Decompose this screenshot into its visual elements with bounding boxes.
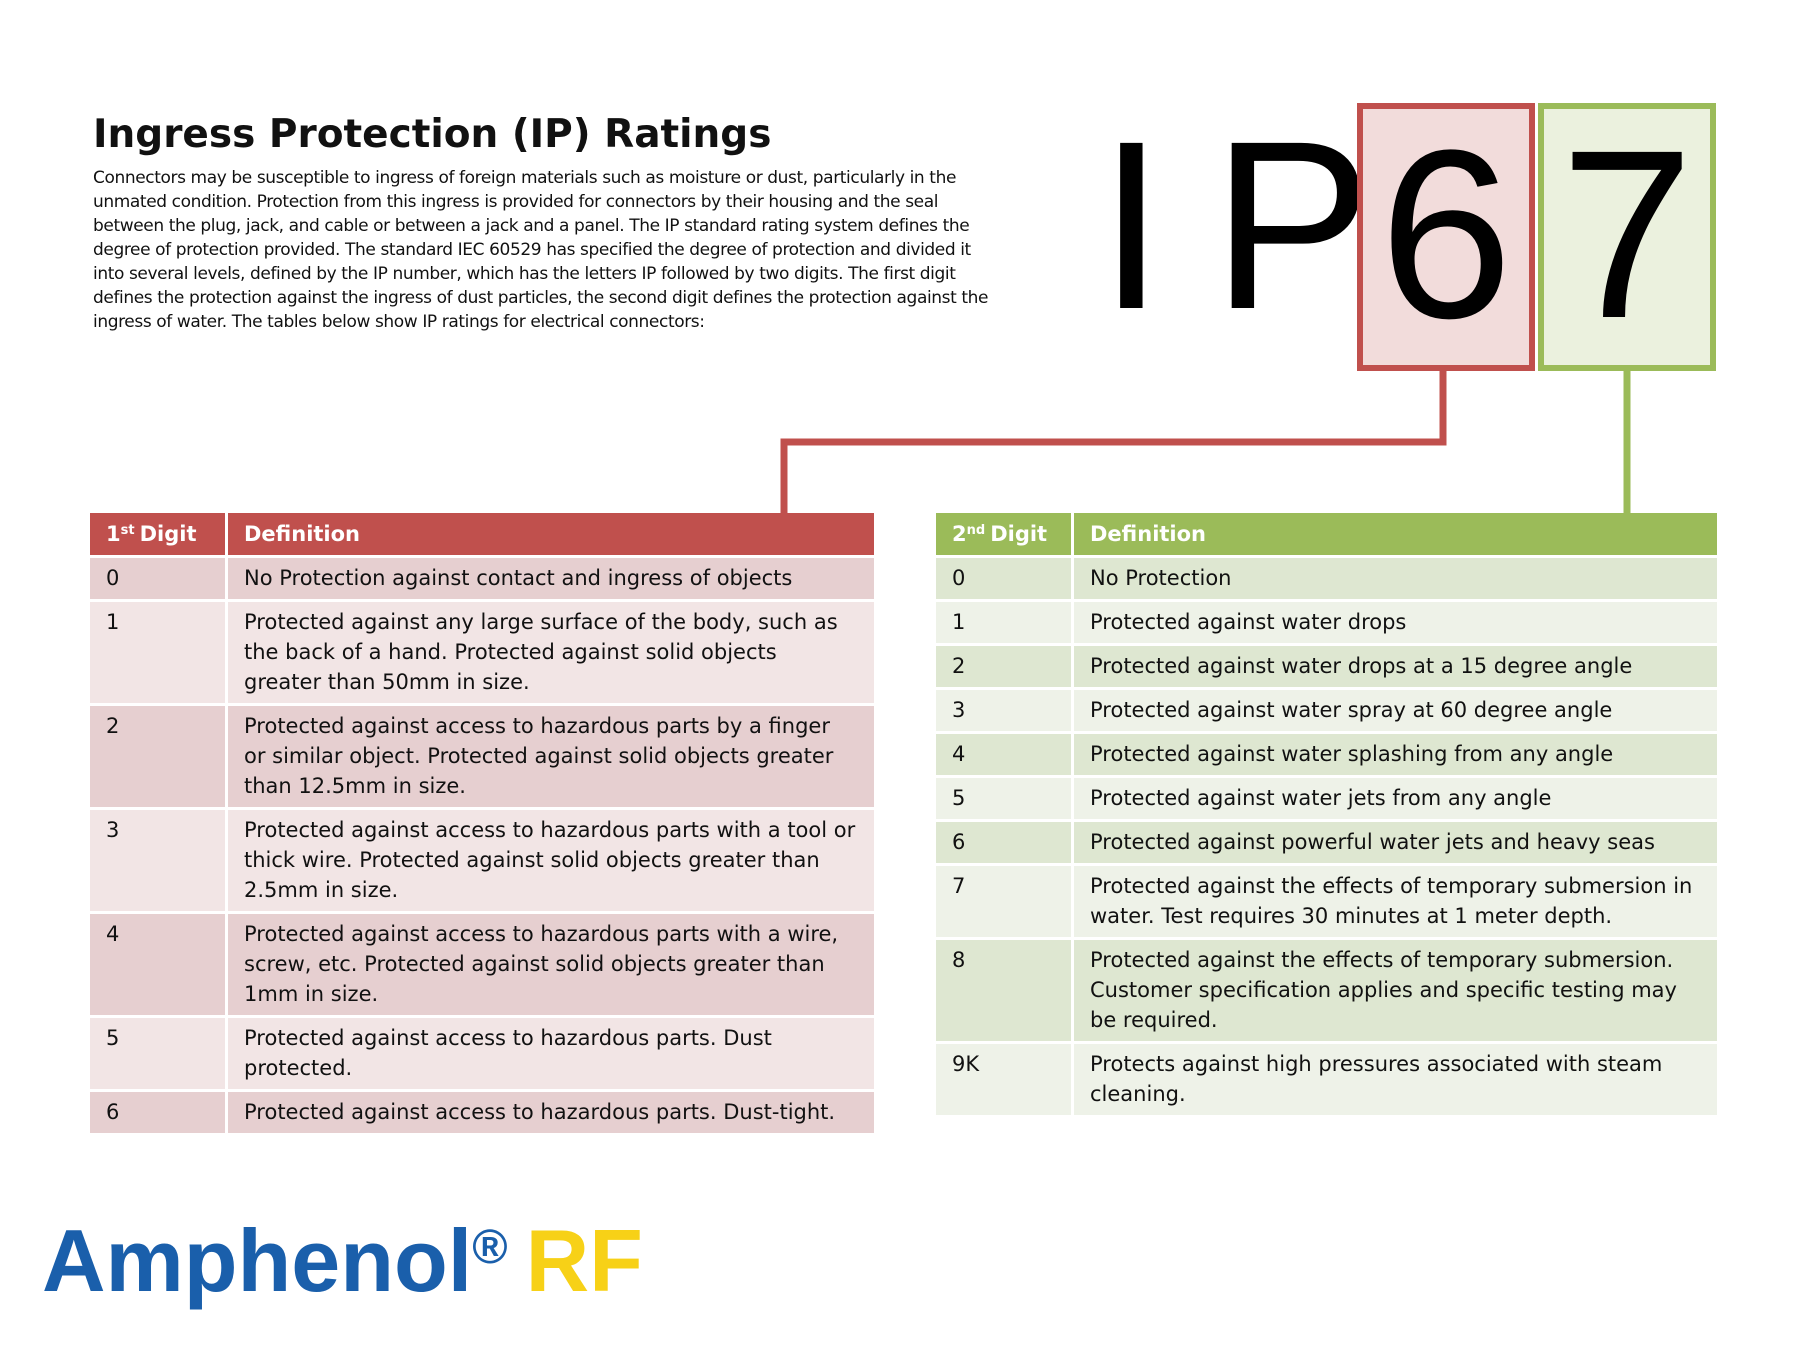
table-row: 6 Protected against access to hazardous p…	[90, 1092, 874, 1133]
table-row: 2 Protected against water drops at a 15 d…	[936, 646, 1717, 687]
table-row: 9K Protects against high pressures associ…	[936, 1044, 1717, 1115]
logo-mark: ®	[472, 1221, 508, 1274]
digit-cell: 9K	[936, 1044, 1071, 1115]
definition-cell: Protected against water jets from any an…	[1074, 778, 1717, 819]
definition-cell: No Protection	[1074, 558, 1717, 599]
table-row: 1 Protected against any large surface of …	[90, 602, 874, 703]
table-row: 4 Protected against water splashing from …	[936, 734, 1717, 775]
digit-cell: 1	[90, 602, 225, 703]
table-row: 5 Protected against water jets from any a…	[936, 778, 1717, 819]
digit-cell: 4	[936, 734, 1071, 775]
title: Ingress Protection (IP) Ratings	[93, 112, 772, 157]
digit-cell: 8	[936, 940, 1071, 1041]
table-row: 4 Protected against access to hazardous p…	[90, 914, 874, 1015]
table-row: 0 No Protection against contact and ingre…	[90, 558, 874, 599]
definition-cell: Protected against access to hazardous pa…	[228, 914, 874, 1015]
definition-cell: Protected against access to hazardous pa…	[228, 1092, 874, 1133]
header-cell: Definition	[228, 513, 874, 555]
digit-cell: 6	[90, 1092, 225, 1133]
definition-cell: No Protection against contact and ingres…	[228, 558, 874, 599]
definition-cell: Protected against the effects of tempora…	[1074, 866, 1717, 937]
logo: Amphenol® RF	[42, 1210, 643, 1312]
table-row: 8 Protected against the effects of tempor…	[936, 940, 1717, 1041]
connector-red	[780, 365, 1447, 513]
code-letter: P	[1212, 91, 1373, 359]
second-digit-box: 7	[1538, 103, 1716, 371]
logo-product: RF	[525, 1211, 643, 1310]
table-row: 7 Protected against the effects of tempor…	[936, 866, 1717, 937]
digit-cell: 7	[936, 866, 1071, 937]
table-row: 0 No Protection	[936, 558, 1717, 599]
definition-cell: Protects against high pressures associat…	[1074, 1044, 1717, 1115]
definition-cell: Protected against water splashing from a…	[1074, 734, 1717, 775]
table-row: 1 Protected against water drops	[936, 602, 1717, 643]
digit-cell: 3	[936, 690, 1071, 731]
digit-cell: 0	[936, 558, 1071, 599]
table-row: 6 Protected against powerful water jets a…	[936, 822, 1717, 863]
header-cell: 2nd Digit	[936, 513, 1071, 555]
definition-cell: Protected against water spray at 60 degr…	[1074, 690, 1717, 731]
header-ordinal: st	[120, 523, 135, 538]
definition-cell: Protected against water drops	[1074, 602, 1717, 643]
definition-cell: Protected against access to hazardous pa…	[228, 706, 874, 807]
header-cell: Definition	[1074, 513, 1717, 555]
digit-cell: 5	[936, 778, 1071, 819]
table-row: 5 Protected against access to hazardous p…	[90, 1018, 874, 1089]
second-digit-table: 2nd Digit Definition 0 No Protection 1 Prote…	[933, 510, 1720, 1118]
table-row: 3 Protected against water spray at 60 deg…	[936, 690, 1717, 731]
digit-cell: 5	[90, 1018, 225, 1089]
definition-cell: Protected against access to hazardous pa…	[228, 810, 874, 911]
first-digit-box: 6	[1357, 103, 1535, 371]
header-digit: 2	[952, 522, 967, 546]
code-letter: I	[1098, 91, 1165, 359]
header-digit: 1	[106, 522, 121, 546]
digit-cell: 0	[90, 558, 225, 599]
header-row: 1st Digit Definition	[90, 513, 874, 555]
definition-cell: Protected against any large surface of t…	[228, 602, 874, 703]
header-word: Digit	[139, 522, 197, 546]
intro: Connectors may be susceptible to ingress…	[93, 168, 989, 332]
digit-cell: 1	[936, 602, 1071, 643]
first-digit: 6	[1379, 100, 1513, 368]
header-word: Digit	[990, 522, 1048, 546]
definition-cell: Protected against powerful water jets an…	[1074, 822, 1717, 863]
digit-cell: 6	[936, 822, 1071, 863]
digit-cell: 2	[90, 706, 225, 807]
first-digit-table: 1st Digit Definition 0 No Protection again…	[87, 510, 877, 1136]
table-row: 2 Protected against access to hazardous p…	[90, 706, 874, 807]
header-cell: 1st Digit	[90, 513, 225, 555]
definition-cell: Protected against water drops at a 15 de…	[1074, 646, 1717, 687]
header-ordinal: nd	[966, 523, 986, 538]
digit-cell: 4	[90, 914, 225, 1015]
logo-brand: Amphenol	[42, 1211, 473, 1310]
header-row: 2nd Digit Definition	[936, 513, 1717, 555]
second-digit: 7	[1560, 100, 1694, 368]
definition-cell: Protected against access to hazardous pa…	[228, 1018, 874, 1089]
digit-cell: 2	[936, 646, 1071, 687]
digit-cell: 3	[90, 810, 225, 911]
table-row: 3 Protected against access to hazardous p…	[90, 810, 874, 911]
definition-cell: Protected against the effects of tempora…	[1074, 940, 1717, 1041]
